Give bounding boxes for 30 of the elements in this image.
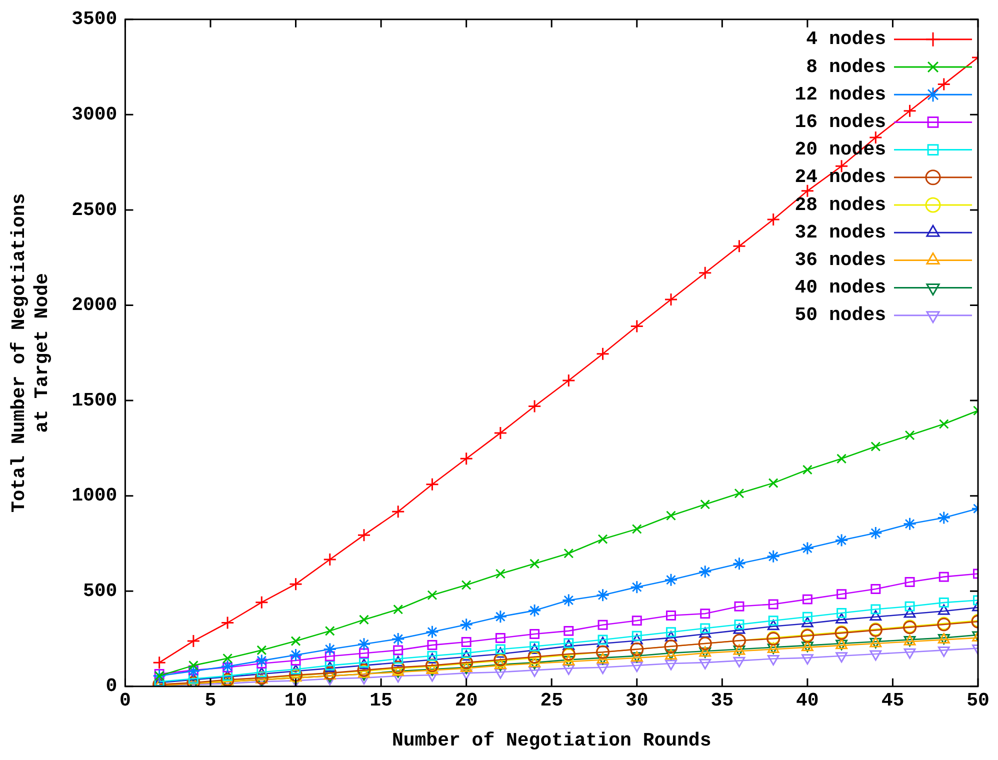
legend-label: 8 nodes <box>806 56 886 78</box>
x-tick-label: 25 <box>540 690 564 712</box>
legend-label: 24 nodes <box>794 166 886 188</box>
y-tick-label: 2500 <box>72 198 118 221</box>
x-tick-label: 10 <box>284 690 308 712</box>
y-tick-label: 1500 <box>72 389 118 412</box>
y-tick-label: 2000 <box>72 294 118 316</box>
y-tick-label: 3500 <box>72 8 118 30</box>
legend-label: 50 nodes <box>794 304 886 326</box>
legend-label: 32 nodes <box>794 221 886 244</box>
legend-label: 16 nodes <box>794 110 886 133</box>
y-tick-label: 500 <box>82 580 118 602</box>
x-tick-label: 20 <box>454 690 478 712</box>
x-tick-label: 15 <box>370 690 392 712</box>
x-tick-label: 50 <box>966 690 990 712</box>
y-tick-label: 1000 <box>72 484 118 507</box>
legend-label: 40 nodes <box>794 276 886 299</box>
x-tick-label: 35 <box>710 690 734 712</box>
legend-label: 36 nodes <box>794 248 886 271</box>
y-tick-label: 3000 <box>72 103 118 126</box>
x-tick-label: 30 <box>625 690 648 712</box>
x-tick-label: 45 <box>881 690 904 712</box>
y-axis-title: Total Number of Negotiations at Target Node <box>8 193 53 513</box>
legend-label: 4 nodes <box>806 28 886 50</box>
x-axis-title: Number of Negotiation Rounds <box>392 729 712 752</box>
legend-label: 28 nodes <box>794 194 886 216</box>
y-tick-label: 0 <box>106 675 118 698</box>
x-tick-label: 40 <box>796 690 819 712</box>
x-tick-label: 5 <box>204 690 216 712</box>
legend-label: 12 nodes <box>794 83 886 106</box>
